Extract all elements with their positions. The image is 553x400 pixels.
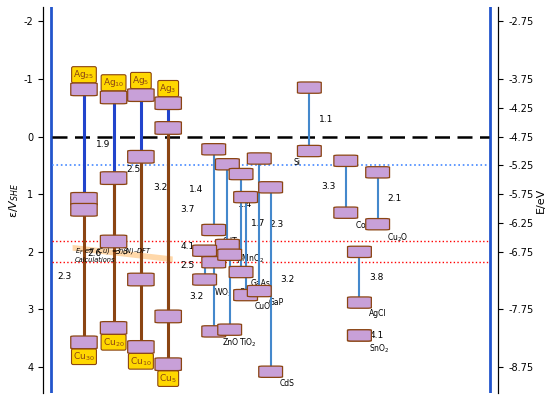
FancyBboxPatch shape [155, 97, 181, 110]
Text: 3.2: 3.2 [281, 275, 295, 284]
Text: SnO$_2$: SnO$_2$ [369, 342, 389, 355]
FancyBboxPatch shape [229, 168, 253, 180]
Text: $E_F$ eff (Cu) = n(N)–DFT
Calculations: $E_F$ eff (Cu) = n(N)–DFT Calculations [75, 246, 152, 263]
Text: Cu$_5$: Cu$_5$ [159, 372, 177, 385]
Text: Cu$_2$O: Cu$_2$O [387, 231, 408, 244]
FancyBboxPatch shape [334, 155, 358, 166]
Text: 2.1: 2.1 [388, 194, 402, 203]
Polygon shape [72, 245, 173, 262]
FancyBboxPatch shape [193, 274, 217, 285]
Text: Cu$_{20}$: Cu$_{20}$ [103, 336, 124, 348]
FancyBboxPatch shape [71, 83, 97, 96]
Text: 3.3: 3.3 [321, 182, 336, 191]
Text: CuO: CuO [255, 302, 271, 311]
FancyBboxPatch shape [202, 224, 226, 236]
FancyBboxPatch shape [218, 249, 242, 260]
Text: 2.5: 2.5 [180, 261, 195, 270]
Text: 2.3: 2.3 [58, 272, 72, 280]
Text: Ag$_5$: Ag$_5$ [132, 74, 150, 87]
FancyBboxPatch shape [234, 290, 258, 301]
Text: 1.7: 1.7 [251, 218, 265, 228]
Text: CdTe: CdTe [223, 237, 241, 246]
Text: 3.2: 3.2 [153, 183, 168, 192]
Text: CdS: CdS [280, 378, 295, 388]
FancyBboxPatch shape [71, 336, 97, 349]
Text: 1.4: 1.4 [237, 200, 252, 209]
FancyBboxPatch shape [298, 145, 321, 157]
FancyBboxPatch shape [216, 239, 239, 250]
FancyBboxPatch shape [347, 330, 372, 341]
Text: WO$_3$: WO$_3$ [214, 286, 232, 299]
Text: 2.3: 2.3 [269, 220, 284, 229]
Text: Ag$_{10}$: Ag$_{10}$ [103, 76, 124, 89]
Text: $\beta$MnO$_2$: $\beta$MnO$_2$ [237, 252, 264, 265]
FancyBboxPatch shape [202, 326, 226, 337]
Text: 4.1: 4.1 [369, 331, 384, 340]
Text: Si: Si [293, 158, 300, 167]
FancyBboxPatch shape [100, 91, 127, 104]
Text: 1.7: 1.7 [221, 242, 236, 251]
Text: TiO$_2$: TiO$_2$ [239, 336, 257, 349]
FancyBboxPatch shape [247, 286, 271, 297]
FancyBboxPatch shape [155, 358, 181, 370]
Text: Co$_3$O$_4$: Co$_3$O$_4$ [355, 220, 380, 232]
FancyBboxPatch shape [347, 246, 372, 258]
Text: GaAs: GaAs [250, 279, 270, 288]
FancyBboxPatch shape [259, 366, 283, 377]
FancyBboxPatch shape [71, 192, 97, 205]
FancyBboxPatch shape [202, 256, 226, 268]
Text: 1.9: 1.9 [96, 140, 111, 149]
Text: Ag$_3$: Ag$_3$ [159, 82, 177, 95]
Text: 1.4: 1.4 [189, 185, 204, 194]
Text: AgCl: AgCl [369, 309, 386, 318]
FancyBboxPatch shape [155, 122, 181, 134]
Text: Cu$_{30}$: Cu$_{30}$ [73, 350, 95, 363]
FancyBboxPatch shape [366, 167, 389, 178]
FancyBboxPatch shape [155, 310, 181, 323]
Y-axis label: ε/$V_{SHE}$: ε/$V_{SHE}$ [7, 182, 21, 218]
Text: 3.3: 3.3 [114, 247, 129, 256]
Text: 4.1: 4.1 [180, 242, 195, 251]
FancyBboxPatch shape [234, 192, 258, 203]
FancyBboxPatch shape [247, 153, 271, 164]
FancyBboxPatch shape [298, 82, 321, 93]
FancyBboxPatch shape [218, 324, 242, 335]
Text: 2.6: 2.6 [87, 248, 101, 258]
FancyBboxPatch shape [229, 266, 253, 278]
FancyBboxPatch shape [128, 150, 154, 163]
FancyBboxPatch shape [128, 89, 154, 102]
FancyBboxPatch shape [100, 322, 127, 334]
FancyBboxPatch shape [202, 144, 226, 155]
Text: 3.2: 3.2 [240, 288, 254, 297]
FancyBboxPatch shape [100, 172, 127, 184]
Text: Ag$_{25}$: Ag$_{25}$ [73, 68, 95, 81]
Text: ZnO: ZnO [223, 338, 239, 347]
FancyBboxPatch shape [334, 207, 358, 218]
Text: 1.1: 1.1 [320, 115, 334, 124]
Text: GaP: GaP [268, 298, 284, 307]
FancyBboxPatch shape [259, 182, 283, 193]
FancyBboxPatch shape [100, 235, 127, 248]
FancyBboxPatch shape [128, 341, 154, 353]
FancyBboxPatch shape [216, 159, 239, 170]
Y-axis label: E/eV: E/eV [536, 187, 546, 213]
FancyBboxPatch shape [128, 273, 154, 286]
Text: 2.5: 2.5 [126, 165, 140, 174]
Text: 3.8: 3.8 [369, 273, 384, 282]
Text: 3.7: 3.7 [180, 205, 195, 214]
FancyBboxPatch shape [193, 245, 217, 256]
FancyBboxPatch shape [366, 218, 389, 230]
FancyBboxPatch shape [347, 297, 372, 308]
Text: Cu$_{10}$: Cu$_{10}$ [130, 355, 152, 368]
FancyBboxPatch shape [347, 330, 372, 341]
FancyBboxPatch shape [71, 204, 97, 216]
Text: 3.2: 3.2 [189, 292, 204, 301]
